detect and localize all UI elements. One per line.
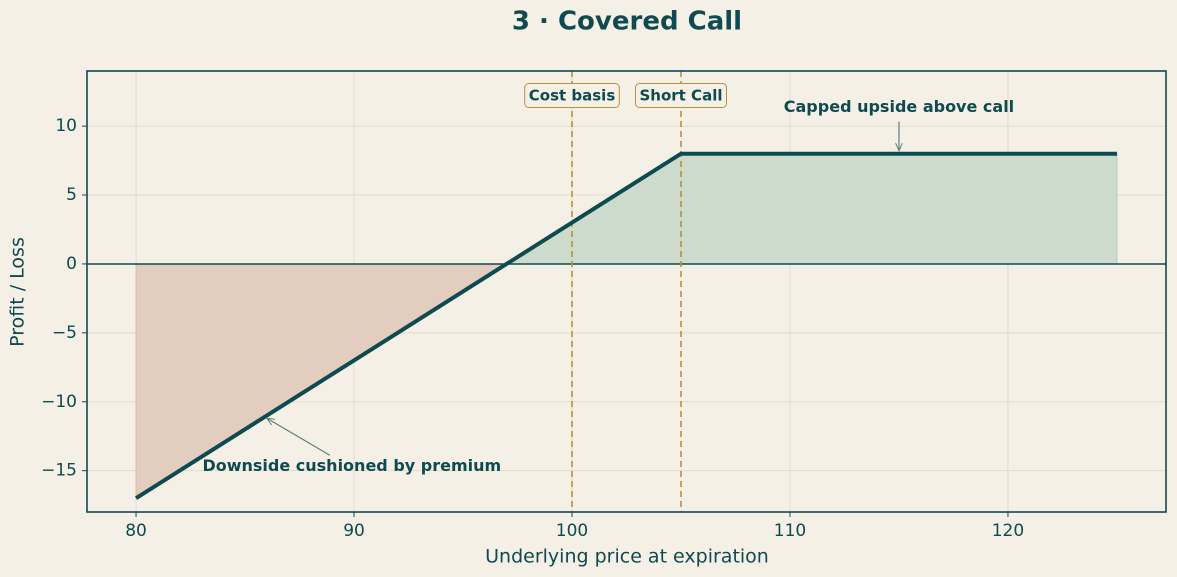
annotation-arrow xyxy=(267,418,331,456)
reference-label: Short Call xyxy=(639,87,722,105)
reference-label: Cost basis xyxy=(529,87,616,105)
reference-label-box xyxy=(524,83,620,108)
payoff-line xyxy=(134,151,1117,500)
y-tick-label: −10 xyxy=(41,392,77,412)
x-tick-label: 120 xyxy=(992,521,1024,541)
y-tick-label: 10 xyxy=(55,116,77,136)
x-tick-label: 90 xyxy=(343,521,365,541)
annotation: Capped upside above call xyxy=(784,97,1014,116)
x-tick-label: 80 xyxy=(125,521,147,541)
plot-frame xyxy=(86,70,1167,513)
y-tick-label: 0 xyxy=(66,254,77,274)
reference-label-box xyxy=(634,83,727,108)
y-tick-label: −5 xyxy=(52,323,77,343)
x-axis-label: Underlying price at expiration xyxy=(485,546,769,568)
chart-title: 3 · Covered Call xyxy=(512,7,742,37)
x-tick-label: 100 xyxy=(556,521,588,541)
y-axis-label: Profit / Loss xyxy=(7,237,29,347)
loss-area xyxy=(135,263,1118,500)
y-tick-label: −15 xyxy=(41,461,77,481)
x-tick-label: 110 xyxy=(774,521,806,541)
y-tick-label: 5 xyxy=(66,185,77,205)
annotation: Downside cushioned by premium xyxy=(202,456,501,475)
